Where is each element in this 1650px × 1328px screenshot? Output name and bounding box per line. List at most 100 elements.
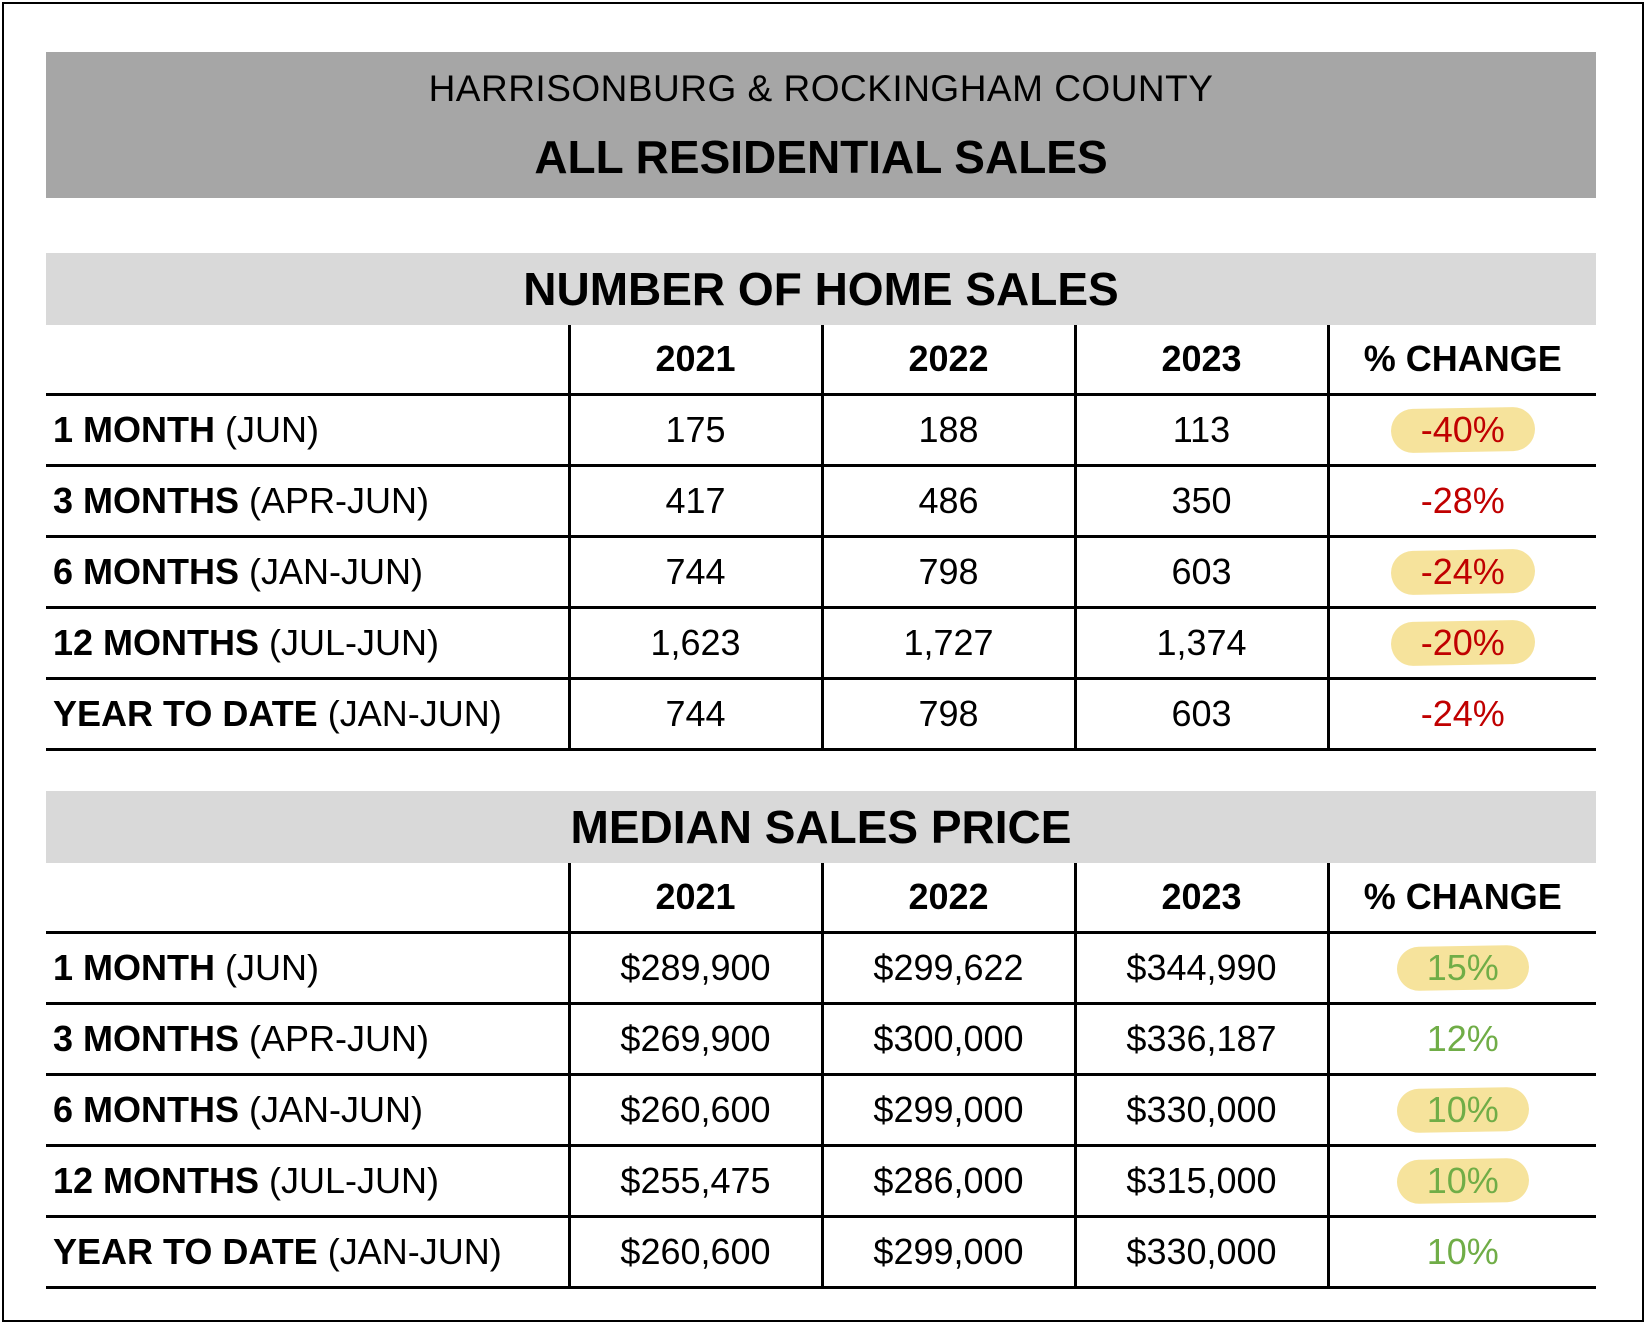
title-banner: HARRISONBURG & ROCKINGHAM COUNTY ALL RES…: [46, 52, 1596, 198]
cell-change: 10%: [1326, 1216, 1596, 1289]
median-price-rows: 1 MONTH (JUN) $289,900 $299,622 $344,990 15%…: [46, 932, 1596, 1289]
cell-change: 15%: [1326, 932, 1596, 1005]
cell-2023: 350: [1073, 465, 1328, 538]
row-label: 1 MONTH (JUN): [46, 932, 569, 1005]
change-text: 15%: [1426, 947, 1499, 988]
table-header-row: 2021 2022 2023 % CHANGE: [46, 863, 1596, 934]
cell-2022: 798: [820, 678, 1075, 751]
change-value: 10%: [1396, 1157, 1530, 1205]
table-row: YEAR TO DATE (JAN-JUN) $260,600 $299,000 $3…: [46, 1216, 1596, 1289]
cell-2021: 744: [567, 678, 822, 751]
row-label: YEAR TO DATE (JAN-JUN): [46, 678, 569, 751]
cell-2022: 486: [820, 465, 1075, 538]
median-price-heading: MEDIAN SALES PRICE: [46, 791, 1596, 863]
cell-2022: $299,000: [820, 1074, 1075, 1147]
home-sales-rows: 1 MONTH (JUN) 175 188 113 -40% 3 MONTHS (APR-…: [46, 394, 1596, 751]
change-value: -24%: [1390, 548, 1536, 596]
row-label-range: (JUL-JUN): [259, 1160, 440, 1201]
cell-change: -40%: [1326, 394, 1596, 467]
column-header-2022: 2022: [820, 863, 1075, 934]
cell-2023: 603: [1073, 678, 1328, 751]
row-label-period: YEAR TO DATE: [53, 693, 318, 734]
change-text: 12%: [1426, 1018, 1499, 1059]
change-text: -28%: [1420, 480, 1505, 521]
cell-2021: 175: [567, 394, 822, 467]
home-sales-section: NUMBER OF HOME SALES 2021 2022 2023 % CH…: [46, 253, 1596, 751]
change-text: 10%: [1426, 1231, 1499, 1272]
table-row: YEAR TO DATE (JAN-JUN) 744 798 603 -24%: [46, 678, 1596, 751]
row-label-range: (JAN-JUN): [317, 693, 502, 734]
column-header-change: % CHANGE: [1326, 325, 1596, 396]
row-label-period: 1 MONTH: [53, 947, 215, 988]
table-row: 6 MONTHS (JAN-JUN) 744 798 603 -24%: [46, 536, 1596, 609]
column-header-2023: 2023: [1073, 863, 1328, 934]
table-row: 6 MONTHS (JAN-JUN) $260,600 $299,000 $330,0…: [46, 1074, 1596, 1147]
change-value: -40%: [1390, 406, 1536, 454]
cell-2021: 417: [567, 465, 822, 538]
cell-2021: 1,623: [567, 607, 822, 680]
cell-2023: 1,374: [1073, 607, 1328, 680]
report-subtitle: HARRISONBURG & ROCKINGHAM COUNTY: [428, 68, 1214, 109]
row-label-period: 6 MONTHS: [53, 1089, 240, 1130]
row-label-range: (APR-JUN): [239, 1018, 429, 1059]
cell-2023: $344,990: [1073, 932, 1328, 1005]
cell-2022: 798: [820, 536, 1075, 609]
table-row: 1 MONTH (JUN) 175 188 113 -40%: [46, 394, 1596, 467]
table-row: 12 MONTHS (JUL-JUN) 1,623 1,727 1,374 -20%: [46, 607, 1596, 680]
cell-change: -28%: [1326, 465, 1596, 538]
cell-2021: $269,900: [567, 1003, 822, 1076]
report-title: ALL RESIDENTIAL SALES: [534, 131, 1108, 183]
cell-2021: 744: [567, 536, 822, 609]
row-label-header: [46, 325, 569, 396]
cell-2023: 603: [1073, 536, 1328, 609]
change-value: 10%: [1397, 1231, 1529, 1273]
column-header-2021: 2021: [567, 863, 822, 934]
table-row: 1 MONTH (JUN) $289,900 $299,622 $344,990 15%: [46, 932, 1596, 1005]
row-label-range: (JAN-JUN): [317, 1231, 502, 1272]
cell-change: -24%: [1326, 536, 1596, 609]
home-sales-heading: NUMBER OF HOME SALES: [46, 253, 1596, 325]
change-text: -40%: [1420, 409, 1505, 450]
row-label: YEAR TO DATE (JAN-JUN): [46, 1216, 569, 1289]
row-label-period: 3 MONTHS: [53, 480, 240, 521]
column-header-2022: 2022: [820, 325, 1075, 396]
cell-2022: 188: [820, 394, 1075, 467]
row-label-range: (JAN-JUN): [239, 551, 423, 592]
table-row: 3 MONTHS (APR-JUN) 417 486 350 -28%: [46, 465, 1596, 538]
cell-2022: 1,727: [820, 607, 1075, 680]
change-text: -24%: [1420, 693, 1505, 734]
row-label: 6 MONTHS (JAN-JUN): [46, 536, 569, 609]
cell-2022: $299,000: [820, 1216, 1075, 1289]
cell-change: 12%: [1326, 1003, 1596, 1076]
column-header-change: % CHANGE: [1326, 863, 1596, 934]
cell-2022: $300,000: [820, 1003, 1075, 1076]
row-label-range: (APR-JUN): [239, 480, 429, 521]
change-value: -28%: [1391, 480, 1535, 522]
change-value: 12%: [1397, 1018, 1529, 1060]
change-value: 10%: [1396, 1086, 1530, 1134]
row-label-range: (JAN-JUN): [239, 1089, 423, 1130]
cell-2023: $330,000: [1073, 1074, 1328, 1147]
cell-change: -24%: [1326, 678, 1596, 751]
row-label: 3 MONTHS (APR-JUN): [46, 1003, 569, 1076]
row-label-range: (JUN): [215, 409, 319, 450]
change-text: -20%: [1420, 622, 1505, 663]
cell-change: -20%: [1326, 607, 1596, 680]
change-value: -20%: [1390, 619, 1536, 667]
column-header-2023: 2023: [1073, 325, 1328, 396]
row-label-period: 6 MONTHS: [53, 551, 240, 592]
row-label-range: (JUL-JUN): [259, 622, 440, 663]
row-label: 12 MONTHS (JUL-JUN): [46, 1145, 569, 1218]
change-text: -24%: [1420, 551, 1505, 592]
change-value: 15%: [1396, 944, 1530, 992]
row-label-period: 12 MONTHS: [53, 1160, 260, 1201]
row-label: 6 MONTHS (JAN-JUN): [46, 1074, 569, 1147]
row-label-period: 12 MONTHS: [53, 622, 260, 663]
change-value: -24%: [1391, 693, 1535, 735]
row-label-period: 1 MONTH: [53, 409, 215, 450]
change-text: 10%: [1426, 1089, 1499, 1130]
cell-2021: $255,475: [567, 1145, 822, 1218]
column-header-2021: 2021: [567, 325, 822, 396]
table-header-row: 2021 2022 2023 % CHANGE: [46, 325, 1596, 396]
row-label-header: [46, 863, 569, 934]
